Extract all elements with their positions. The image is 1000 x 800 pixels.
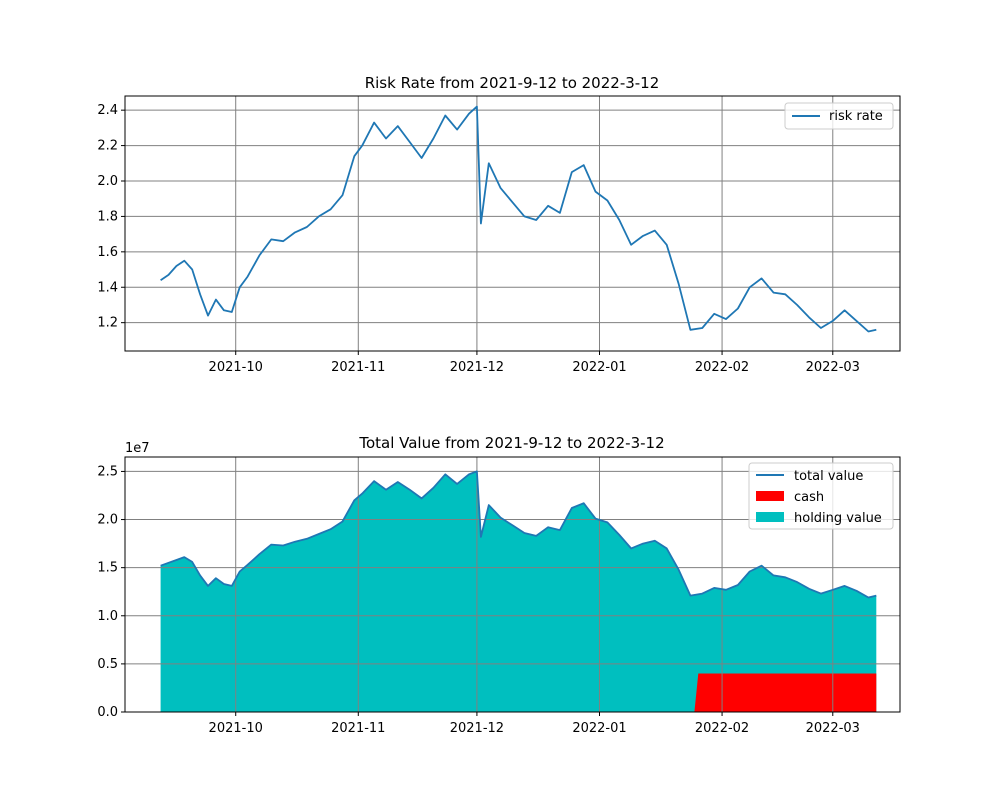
total-value-y-ticks: 0.0 0.5 1.0 1.5 2.0 2.5: [97, 464, 125, 720]
risk-rate-y-ticks: 1.2 1.4 1.6 1.8 2.0 2.2 2.4: [97, 103, 125, 331]
total-value-chart-title: Total Value from 2021-9-12 to 2022-3-12: [358, 434, 664, 452]
total-value-series: [160, 470, 877, 599]
risk-rate-x-tick-label: 2022-01: [572, 360, 626, 375]
risk-rate-y-tick-label: 2.0: [97, 174, 118, 189]
total-value-y-tick-label: 2.5: [97, 464, 118, 479]
holding-value-fill: [160, 471, 877, 712]
cash-area: [160, 673, 877, 712]
risk-rate-y-tick-label: 1.6: [97, 245, 118, 260]
risk-rate-y-tick-label: 1.2: [97, 316, 118, 331]
total-value-y-tick-label: 1.5: [97, 561, 118, 576]
risk-rate-y-tick-label: 1.8: [97, 209, 118, 224]
risk-rate-x-tick-label: 2022-02: [695, 360, 749, 375]
risk-rate-y-tick-label: 1.4: [97, 280, 118, 295]
total-value-y-tick-label: 0.0: [97, 705, 118, 720]
total-value-axes-frame: [124, 456, 901, 713]
risk-rate-x-tick-label: 2021-11: [331, 360, 385, 375]
risk-rate-x-tick-label: 2021-10: [209, 360, 263, 375]
total-value-legend-box: [748, 462, 894, 530]
total-value-legend-label: total value: [794, 469, 863, 484]
cash-fill: [160, 673, 877, 712]
total-value-legend: total value cash holding value: [748, 462, 894, 530]
risk-rate-y-tick-label: 2.4: [97, 103, 118, 118]
total-value-y-scale-label: 1e7: [125, 441, 150, 456]
risk-rate-chart-title: Risk Rate from 2021-9-12 to 2022-3-12: [365, 74, 660, 92]
risk-rate-chart: Risk Rate from 2021-9-12 to 2022-3-12 20…: [97, 74, 901, 375]
risk-rate-line: [160, 105, 877, 333]
total-value-x-tick-label: 2022-03: [806, 721, 860, 736]
total-value-x-ticks: 2021-10 2021-11 2021-12 2022-01 2022-02 2022-…: [209, 712, 860, 736]
risk-rate-legend-box: [784, 102, 894, 130]
total-value-x-tick-label: 2021-12: [450, 721, 504, 736]
holding-value-legend-label: holding value: [794, 511, 882, 526]
total-value-y-tick-label: 1.0: [97, 609, 118, 624]
holding-value-legend-swatch: [756, 512, 784, 522]
holding-value-area: [160, 471, 877, 712]
risk-rate-x-ticks: 2021-10 2021-11 2021-12 2022-01 2022-02 2022-…: [209, 351, 860, 375]
risk-rate-x-tick-label: 2022-03: [806, 360, 860, 375]
risk-rate-grid: [125, 96, 900, 351]
total-value-chart: Total Value from 2021-9-12 to 2022-3-12 …: [97, 434, 901, 736]
risk-rate-axes-frame: [124, 95, 901, 352]
risk-rate-x-tick-label: 2021-12: [450, 360, 504, 375]
total-value-x-tick-label: 2022-01: [572, 721, 626, 736]
total-value-x-tick-label: 2022-02: [695, 721, 749, 736]
cash-legend-label: cash: [794, 490, 824, 505]
total-value-x-tick-label: 2021-10: [209, 721, 263, 736]
cash-legend-swatch: [756, 491, 784, 501]
risk-rate-series: [160, 105, 877, 333]
total-value-y-tick-label: 0.5: [97, 657, 118, 672]
risk-rate-legend-label: risk rate: [829, 109, 883, 124]
total-value-x-tick-label: 2021-11: [331, 721, 385, 736]
risk-rate-y-tick-label: 2.2: [97, 139, 118, 154]
total-value-line: [160, 470, 877, 599]
total-value-y-tick-label: 2.0: [97, 513, 118, 528]
risk-rate-legend: risk rate: [784, 102, 894, 130]
